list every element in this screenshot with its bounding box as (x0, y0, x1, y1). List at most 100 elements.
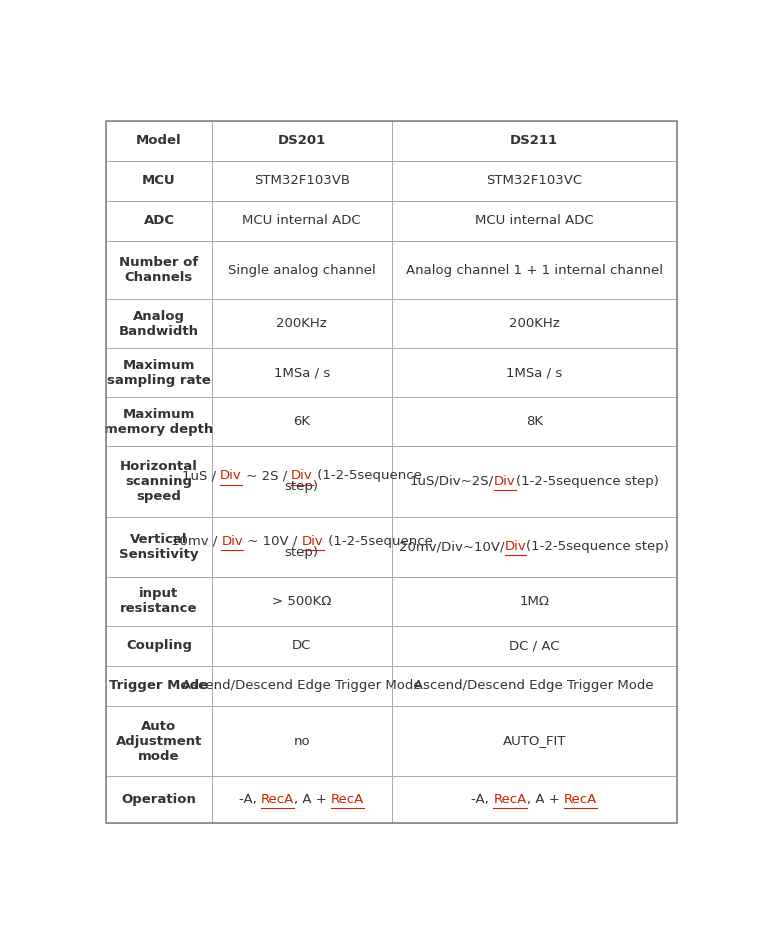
Text: STM32F103VB: STM32F103VB (254, 175, 350, 187)
Text: MCU: MCU (142, 175, 176, 187)
Text: 8K: 8K (526, 416, 542, 429)
Bar (392, 241, 677, 300)
Bar (392, 626, 677, 666)
Text: 1MSa / s: 1MSa / s (274, 366, 330, 379)
Text: 10mv /: 10mv / (171, 535, 222, 547)
Bar (106, 201, 212, 241)
Bar (106, 300, 212, 348)
Text: ~ 10V /: ~ 10V / (243, 535, 302, 547)
Bar (212, 577, 392, 626)
Text: (1-2-5sequence: (1-2-5sequence (313, 470, 422, 483)
Text: Div: Div (494, 475, 516, 488)
Text: RecA: RecA (494, 793, 526, 806)
Bar (392, 666, 677, 706)
Bar (212, 776, 392, 823)
Bar (392, 776, 677, 823)
Text: Vertical
Sensitivity: Vertical Sensitivity (119, 532, 199, 560)
Bar (392, 300, 677, 348)
Text: Ascend/Descend Edge Trigger Mode: Ascend/Descend Edge Trigger Mode (182, 679, 422, 692)
Text: DC: DC (292, 640, 312, 653)
Text: Div: Div (222, 535, 243, 547)
Bar (212, 201, 392, 241)
Bar (106, 161, 212, 201)
Bar (212, 666, 392, 706)
Bar (106, 666, 212, 706)
Bar (106, 348, 212, 397)
Text: DS201: DS201 (277, 134, 325, 148)
Text: Auto
Adjustment
mode: Auto Adjustment mode (116, 719, 202, 762)
Text: Operation: Operation (121, 793, 196, 806)
Text: -A,: -A, (239, 793, 261, 806)
Text: Div: Div (505, 540, 526, 553)
Text: DS211: DS211 (510, 134, 558, 148)
Bar (392, 120, 677, 161)
Text: 6K: 6K (293, 416, 310, 429)
Bar (212, 348, 392, 397)
Bar (392, 348, 677, 397)
Text: Div: Div (302, 535, 324, 547)
Text: > 500KΩ: > 500KΩ (272, 595, 332, 608)
Text: , A +: , A + (294, 793, 331, 806)
Text: Div: Div (220, 470, 241, 483)
Text: ADC: ADC (144, 214, 174, 227)
Text: Analog channel 1 + 1 internal channel: Analog channel 1 + 1 internal channel (406, 263, 662, 276)
Text: MCU internal ADC: MCU internal ADC (475, 214, 594, 227)
Text: Maximum
sampling rate: Maximum sampling rate (107, 359, 211, 387)
Text: RecA: RecA (261, 793, 294, 806)
Text: RecA: RecA (564, 793, 597, 806)
Bar (106, 120, 212, 161)
Bar (212, 241, 392, 300)
Text: AUTO_FIT: AUTO_FIT (503, 734, 566, 747)
Text: Maximum
memory depth: Maximum memory depth (105, 408, 214, 436)
Text: 1MΩ: 1MΩ (520, 595, 549, 608)
Text: , A +: , A + (526, 793, 564, 806)
Text: Trigger Mode: Trigger Mode (109, 679, 209, 692)
Bar (106, 517, 212, 577)
Text: 20mv/Div~10V/: 20mv/Div~10V/ (399, 540, 505, 553)
Text: (1-2-5sequence: (1-2-5sequence (324, 535, 432, 547)
Bar (212, 397, 392, 446)
Text: -A,: -A, (471, 793, 494, 806)
Text: 1uS /: 1uS / (182, 470, 220, 483)
Text: 200KHz: 200KHz (277, 318, 327, 331)
Bar (212, 161, 392, 201)
Text: Number of
Channels: Number of Channels (119, 256, 199, 284)
Bar (212, 706, 392, 776)
Text: Single analog channel: Single analog channel (228, 263, 376, 276)
Bar (106, 446, 212, 517)
Bar (106, 577, 212, 626)
Bar (392, 161, 677, 201)
Bar (392, 446, 677, 517)
Text: Div: Div (291, 470, 313, 483)
Text: (1-2-5sequence step): (1-2-5sequence step) (526, 540, 669, 553)
Bar (106, 397, 212, 446)
Bar (212, 446, 392, 517)
Text: Analog
Bandwidth: Analog Bandwidth (119, 310, 199, 338)
Text: 1MSa / s: 1MSa / s (506, 366, 562, 379)
Text: 200KHz: 200KHz (509, 318, 559, 331)
Text: (1-2-5sequence step): (1-2-5sequence step) (516, 475, 659, 488)
Bar (106, 706, 212, 776)
Bar (392, 517, 677, 577)
Text: no: no (293, 734, 310, 747)
Text: RecA: RecA (331, 793, 364, 806)
Text: 1uS/Div~2S/: 1uS/Div~2S/ (410, 475, 494, 488)
Text: Ascend/Descend Edge Trigger Mode: Ascend/Descend Edge Trigger Mode (414, 679, 654, 692)
Text: STM32F103VC: STM32F103VC (486, 175, 582, 187)
Text: Coupling: Coupling (126, 640, 192, 653)
Text: input
resistance: input resistance (120, 587, 198, 616)
Bar (212, 120, 392, 161)
Bar (392, 201, 677, 241)
Text: MCU internal ADC: MCU internal ADC (242, 214, 361, 227)
Bar (212, 517, 392, 577)
Text: Model: Model (136, 134, 182, 148)
Bar (212, 626, 392, 666)
Bar (392, 706, 677, 776)
Bar (392, 397, 677, 446)
Text: ~ 2S /: ~ 2S / (241, 470, 291, 483)
Bar (106, 776, 212, 823)
Bar (212, 300, 392, 348)
Text: DC / AC: DC / AC (509, 640, 559, 653)
Bar (106, 626, 212, 666)
Text: step): step) (285, 480, 319, 493)
